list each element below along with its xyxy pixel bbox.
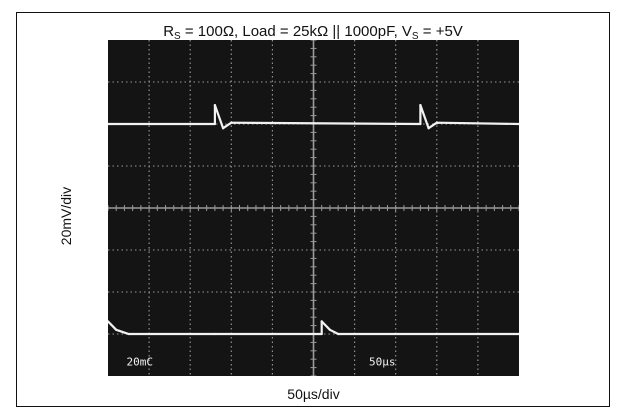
trace-point (213, 104, 216, 107)
trace-point (320, 332, 323, 336)
title-vs-sub: S (411, 31, 419, 42)
trace-point (419, 104, 422, 107)
trace-point (230, 121, 233, 124)
screen-label-vertical-scale: 20mC (126, 356, 152, 369)
title-middle: = 100Ω, Load = 25kΩ || 1000pF, V (180, 23, 412, 40)
oscilloscope-screen: 20mC 50µs (108, 40, 519, 376)
chart-title: RS = 100Ω, Load = 25kΩ || 1000pF, VS = +… (17, 23, 609, 42)
trace-point (435, 121, 438, 124)
trace-point (517, 332, 519, 336)
title-rs-prefix: R (163, 23, 175, 40)
trace-point (127, 332, 130, 336)
trace-point (221, 127, 225, 130)
trace-point (427, 127, 430, 130)
title-rs-sub: S (174, 31, 181, 42)
trace-line-1 (108, 104, 519, 130)
trace-point (108, 122, 110, 126)
screen-label-horizontal-scale: 50µs (369, 356, 396, 369)
title-suffix: = +5V (418, 23, 463, 40)
trace-point (320, 320, 323, 323)
x-axis-label: 50µs/div (287, 386, 340, 402)
trace-point (115, 328, 118, 331)
y-axis-label: 20mV/div (58, 186, 74, 246)
trace-point (328, 328, 332, 331)
trace-point (419, 122, 422, 126)
trace-point (108, 320, 110, 323)
trace-point (213, 122, 216, 126)
trace-point (337, 332, 340, 336)
trace-point (213, 332, 216, 336)
oscilloscope-svg: 20mC 50µs (108, 40, 519, 376)
trace-point (517, 122, 519, 126)
